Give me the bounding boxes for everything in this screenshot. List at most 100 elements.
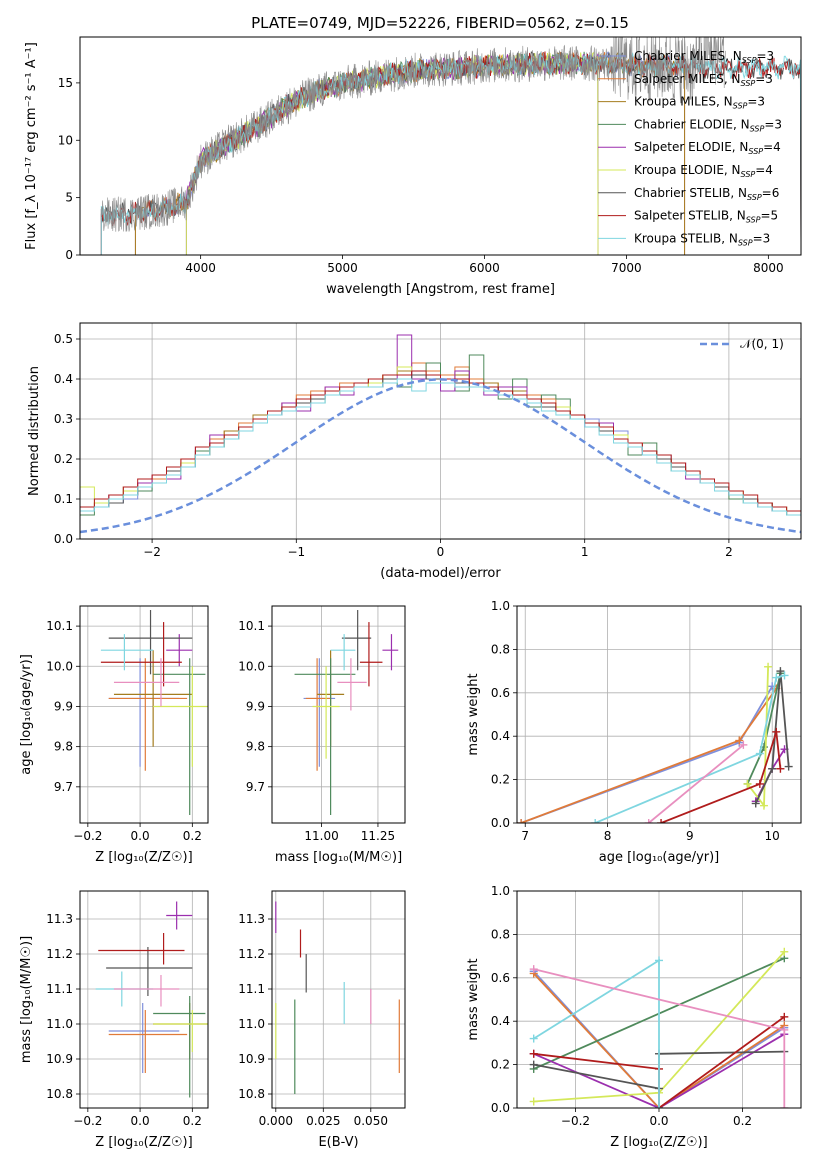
y-tick-label: 11.0: [46, 1017, 73, 1031]
axes-frame: [271, 890, 406, 1109]
mass-vs-Z-panel: −0.2 0.0 0.2 10.8 10.9 11.0 11.1 11.2 11.3 Z [log…: [19, 890, 209, 1150]
axes-frame: [79, 890, 209, 1109]
mass-vs-EBV-panel: 0.000 0.025 0.050 10.8 10.9 11.0 11.1 11.2 11.3 E…: [238, 890, 406, 1150]
x-tick-label: 0.050: [354, 1114, 388, 1128]
legend-label: Chabrier STELIB, NSSP=6: [634, 186, 779, 202]
y-tick-label: 9.8: [54, 740, 73, 754]
x-axis-label: age [log₁₀(age/yr)]: [599, 850, 720, 865]
x-tick-label: 0.2: [183, 829, 202, 843]
y-tick-label: 0.2: [54, 452, 73, 466]
x-axis-label: wavelength [Angstrom, rest frame]: [326, 282, 555, 297]
axes-frame: [79, 605, 209, 824]
x-tick-label: −0.2: [73, 1114, 102, 1128]
y-tick-label: 10.1: [238, 619, 265, 633]
y-axis-label: mass weight: [466, 673, 481, 755]
weight-series-line: [754, 671, 790, 804]
y-axis-label: age [log₁₀(age/yr)]: [19, 654, 34, 775]
age-vs-mass-plot-area: [294, 610, 399, 815]
weight-series-line: [660, 731, 782, 823]
histogram-series: [80, 378, 801, 520]
y-tick-label: 0.4: [491, 729, 510, 743]
y-tick-label: 11.3: [46, 912, 73, 926]
age-vs-Z-plot-area: [100, 610, 208, 815]
y-tick-label: 10.0: [46, 659, 73, 673]
weight-vs-Z-panel: −0.2 0.0 0.2 0.0 0.2 0.4 0.6 0.8 1.0 Z [log₁₀(Z/Z…: [466, 884, 802, 1150]
y-tick-label: 0.4: [491, 1014, 510, 1028]
y-tick-label: 10.8: [238, 1087, 265, 1101]
weight-vs-age-plot-area: [517, 662, 793, 823]
x-tick-label: 0.025: [306, 1114, 340, 1128]
y-tick-label: 0.2: [491, 773, 510, 787]
y-tick-label: 9.7: [54, 780, 73, 794]
x-tick-label: −2: [143, 545, 161, 559]
y-tick-label: 9.8: [246, 740, 265, 754]
x-tick-label: 0.0: [649, 1114, 668, 1128]
x-tick-label: 11.25: [361, 829, 395, 843]
y-tick-label: 0.0: [54, 532, 73, 546]
y-axis-label: Flux [f_λ 10⁻¹⁷ erg cm⁻² s⁻¹ A⁻¹]: [24, 42, 39, 250]
y-tick-label: 1.0: [491, 884, 510, 898]
legend-label: Kroupa STELIB, NSSP=3: [634, 231, 770, 247]
axes-frame: [516, 890, 802, 1109]
spectrum-panel: 4000 5000 6000 7000 8000 0 5 10 15 wavelength [An…: [24, 36, 802, 297]
legend-label: Chabrier ELODIE, NSSP=3: [634, 117, 782, 133]
mass-vs-Z-plot-area: [95, 901, 208, 1098]
age-vs-mass-panel: 11.00 11.25 9.7 9.8 9.9 10.0 10.1 mass [log₁₀(M…: [238, 605, 406, 865]
y-tick-label: 9.9: [54, 699, 73, 713]
y-tick-label: 0.2: [491, 1058, 510, 1072]
weight-series-line: [533, 970, 785, 1108]
x-tick-label: 1: [581, 545, 589, 559]
y-tick-label: 11.3: [238, 912, 265, 926]
y-tick-label: 5: [65, 191, 73, 205]
legend-label: Kroupa ELODIE, NSSP=4: [634, 163, 773, 179]
x-tick-label: 0: [437, 545, 445, 559]
y-tick-label: 10.9: [238, 1052, 265, 1066]
y-tick-label: 10.1: [46, 619, 73, 633]
residuals-panel: −2 −1 0 1 2 0.0 0.1 0.2 0.3 0.4 0.5 (data-model)/er…: [27, 322, 802, 581]
weight-series-line: [594, 674, 785, 823]
x-axis-label: E(B-V): [318, 1135, 358, 1150]
y-tick-label: 0.5: [54, 332, 73, 346]
x-tick-label: 5000: [327, 261, 358, 275]
weight-series-line: [648, 744, 744, 823]
y-tick-label: 0: [65, 248, 73, 262]
x-tick-label: 10: [765, 829, 780, 843]
y-tick-label: 0.3: [54, 412, 73, 426]
x-tick-label: 4000: [185, 261, 216, 275]
y-tick-label: 9.9: [246, 699, 265, 713]
y-tick-label: 0.8: [491, 927, 510, 941]
y-tick-label: 1.0: [491, 599, 510, 613]
y-axis-label: Normed distribution: [27, 366, 42, 496]
spectrum-legend: Chabrier MILES, NSSP=3 Salpeter MILES, NS…: [598, 49, 782, 247]
age-vs-Z-panel: −0.2 0.0 0.2 9.7 9.8 9.9 10.0 10.1 Z [log₁₀(Z/Z☉…: [19, 605, 209, 865]
mass-vs-EBV-plot-area: [275, 901, 400, 1094]
weight-vs-Z-plot-area: [529, 947, 789, 1108]
legend-label: Kroupa MILES, NSSP=3: [634, 95, 765, 111]
y-tick-label: 0.6: [491, 686, 510, 700]
y-tick-label: 15: [58, 76, 73, 90]
x-tick-label: 7: [521, 829, 529, 843]
y-tick-label: 0.6: [491, 971, 510, 985]
weight-vs-age-panel: 7 8 9 10 0.0 0.2 0.4 0.6 0.8 1.0 age [log₁₀(age/yr…: [466, 599, 802, 865]
y-tick-label: 0.0: [491, 1101, 510, 1115]
figure-title: PLATE=0749, MJD=52226, FIBERID=0562, z=0…: [251, 14, 629, 32]
legend-label: Salpeter MILES, NSSP=3: [634, 72, 773, 88]
x-tick-label: −0.2: [561, 1114, 590, 1128]
x-tick-label: −0.2: [73, 829, 102, 843]
axes-frame: [516, 605, 802, 824]
x-tick-label: 6000: [469, 261, 500, 275]
x-tick-label: 9: [686, 829, 694, 843]
y-tick-label: 9.7: [246, 780, 265, 794]
x-axis-label: mass [log₁₀(M/M☉)]: [275, 850, 402, 865]
residuals-plot-area: [80, 334, 801, 534]
x-tick-label: 8: [604, 829, 612, 843]
y-tick-label: 11.0: [238, 1017, 265, 1031]
x-tick-label: −1: [287, 545, 305, 559]
y-axis-label: mass weight: [466, 958, 481, 1040]
x-tick-label: 11.00: [304, 829, 338, 843]
legend-label: Chabrier MILES, NSSP=3: [634, 49, 774, 65]
y-tick-label: 0.4: [54, 372, 73, 386]
x-axis-label: (data-model)/error: [380, 566, 501, 581]
